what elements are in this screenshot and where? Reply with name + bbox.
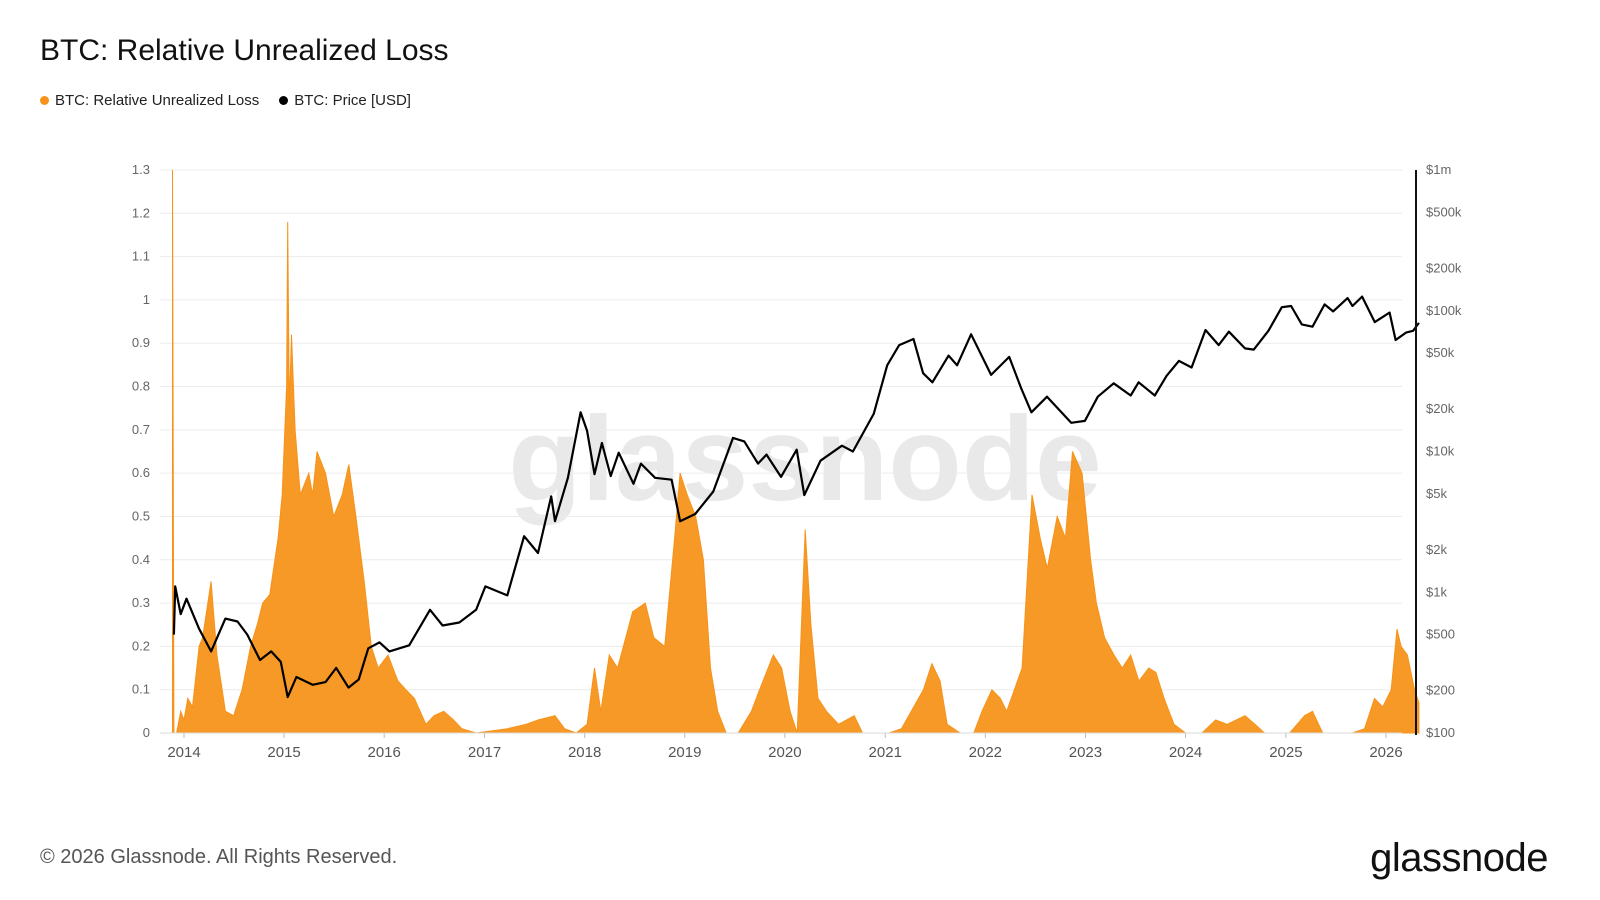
x-tick-label: 2023: [1069, 744, 1102, 761]
y-right-tick-label: $100k: [1426, 303, 1462, 318]
legend-label: BTC: Price [USD]: [294, 92, 411, 109]
glassnode-logo[interactable]: glassnode: [1370, 836, 1548, 880]
y-right-tick-label: $200: [1426, 683, 1455, 698]
x-tick-label: 2017: [468, 744, 501, 761]
y-left-tick-label: 0.6: [132, 465, 150, 480]
legend-swatch-orange: [40, 96, 49, 105]
y-right-tick-label: $1k: [1426, 584, 1447, 599]
legend-label: BTC: Relative Unrealized Loss: [55, 92, 260, 109]
y-left-tick-label: 0: [143, 725, 150, 740]
y-left-tick-label: 1.1: [132, 249, 150, 264]
y-left-tick-label: 1.2: [132, 205, 150, 220]
x-tick-label: 2020: [768, 744, 801, 761]
y-left-tick-label: 0.5: [132, 508, 150, 523]
chart-legend: BTC: Relative Unrealized Loss BTC: Price…: [40, 92, 411, 109]
x-tick-label: 2018: [568, 744, 601, 761]
y-right-tick-label: $5k: [1426, 486, 1447, 501]
price-line: [172, 295, 1420, 699]
chart-title: BTC: Relative Unrealized Loss: [40, 34, 449, 67]
x-tick-label: 2025: [1269, 744, 1302, 761]
x-tick-label: 2016: [368, 744, 401, 761]
y-left-tick-label: 0.1: [132, 682, 150, 697]
y-left-tick-label: 0.3: [132, 595, 150, 610]
y-right-tick-label: $1m: [1426, 162, 1451, 177]
x-tick-label: 2026: [1369, 744, 1402, 761]
y-left-tick-label: 1: [143, 292, 150, 307]
y-right-tick-label: $2k: [1426, 542, 1447, 557]
legend-item-relative-unrealized-loss[interactable]: BTC: Relative Unrealized Loss: [40, 92, 259, 109]
axes: 0 0.1 0.2 0.3 0.4 0.5 0.6 0.7 0.8 0.9 1 1.1 1.2 1.3 $1…: [132, 162, 1462, 761]
y-right-tick-label: $50k: [1426, 345, 1455, 360]
copyright-footer: © 2026 Glassnode. All Rights Reserved.: [40, 846, 398, 868]
y-right-tick-label: $500: [1426, 627, 1455, 642]
legend-item-btc-price[interactable]: BTC: Price [USD]: [279, 92, 411, 109]
x-tick-label: 2019: [668, 744, 701, 761]
x-tick-label: 2022: [969, 744, 1002, 761]
y-right-tick-label: $200k: [1426, 260, 1462, 275]
y-right-tick-label: $500k: [1426, 204, 1462, 219]
price-line-path: [172, 295, 1420, 699]
x-tick-label: 2021: [869, 744, 902, 761]
legend-swatch-black: [279, 96, 289, 105]
y-left-tick-label: 0.4: [132, 552, 150, 567]
y-left-tick-label: 0.8: [132, 379, 150, 394]
y-right-tick-label: $100: [1426, 725, 1455, 740]
y-right-tick-label: $10k: [1426, 444, 1455, 459]
y-left-tick-label: 1.3: [132, 162, 150, 177]
y-left-tick-label: 0.9: [132, 335, 150, 350]
y-left-tick-label: 0.7: [132, 422, 150, 437]
x-tick-label: 2024: [1169, 744, 1202, 761]
x-tick-label: 2015: [267, 744, 300, 761]
x-tick-label: 2014: [167, 744, 200, 761]
y-left-tick-label: 0.2: [132, 638, 150, 653]
y-right-tick-label: $20k: [1426, 401, 1455, 416]
